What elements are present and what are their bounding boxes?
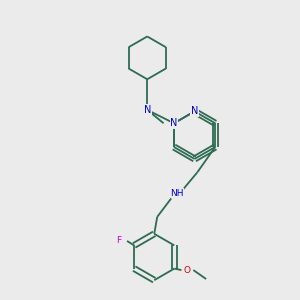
Text: O: O: [183, 266, 190, 274]
Text: NH: NH: [170, 189, 183, 198]
Text: F: F: [116, 236, 121, 245]
Text: N: N: [191, 106, 198, 116]
Text: N: N: [144, 105, 151, 115]
Text: N: N: [170, 118, 178, 128]
